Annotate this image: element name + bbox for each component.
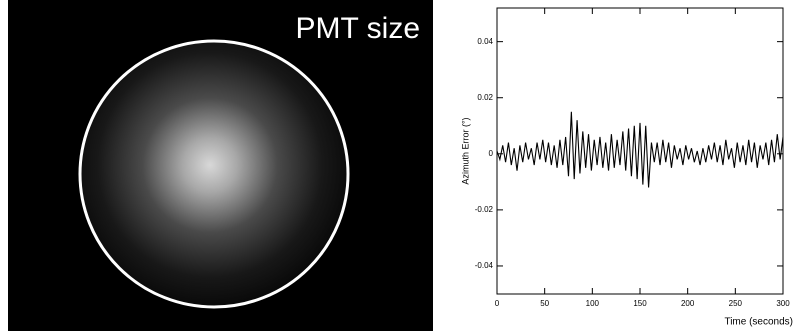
y-axis-title: Azimuth Error (°) [460, 117, 470, 184]
y-tick-label: -0.02 [475, 205, 494, 214]
data-line [496, 111, 784, 188]
x-tick-label: 0 [495, 299, 500, 308]
x-tick-label: 100 [586, 299, 600, 308]
pmt-image: PMT size [8, 0, 433, 331]
line-chart: Azimuth Error (°) Time (seconds) -0.04 -0… [460, 7, 793, 328]
light-spot [80, 42, 348, 306]
y-tick-label: -0.04 [475, 261, 494, 270]
y-tick-label: 0.04 [477, 37, 493, 46]
pmt-circle [78, 39, 350, 309]
x-tick-label: 250 [729, 299, 743, 308]
x-tick-label: 50 [540, 299, 549, 308]
x-tick-label: 300 [776, 299, 790, 308]
image-label: PMT size [296, 12, 420, 45]
x-axis-title: Time (seconds) [724, 317, 793, 328]
y-tick-label: 0 [489, 149, 494, 158]
plot-frame [496, 7, 784, 295]
x-tick-label: 200 [681, 299, 695, 308]
y-tick-label: 0.02 [477, 93, 493, 102]
x-tick-label: 150 [633, 299, 647, 308]
